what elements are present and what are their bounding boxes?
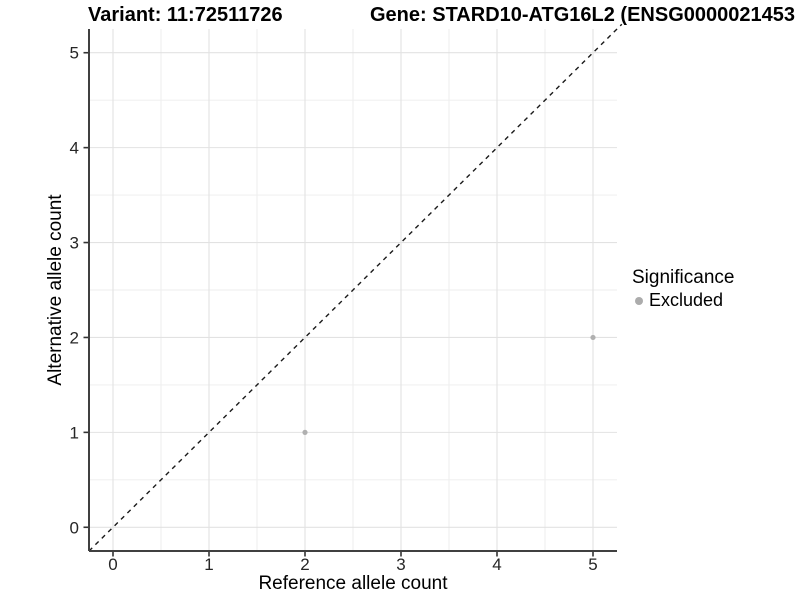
legend-item-excluded: Excluded (632, 290, 734, 311)
plot-title-gene: Gene: STARD10-ATG16L2 (ENSG0000021453 (370, 4, 795, 26)
legend-item-label: Excluded (649, 290, 724, 310)
x-tick-label: 1 (204, 555, 213, 574)
x-tick-label: 4 (492, 555, 501, 574)
x-tick-label: 5 (588, 555, 597, 574)
data-point (590, 334, 596, 341)
y-tick-label: 3 (70, 234, 79, 253)
identity-dashed-line (88, 23, 623, 552)
legend-key-dot-icon (635, 296, 643, 305)
x-tick-label: 3 (396, 555, 405, 574)
data-point (302, 429, 308, 435)
legend: Significance Excluded (632, 266, 734, 311)
y-tick-label: 5 (70, 44, 79, 63)
x-tick-label: 2 (300, 555, 309, 574)
y-axis-title: Alternative allele count (45, 194, 66, 386)
y-tick-label: 2 (70, 328, 79, 347)
x-axis-title: Reference allele count (258, 573, 448, 594)
y-tick-label: 0 (70, 518, 79, 537)
y-tick-label: 4 (70, 139, 79, 158)
x-tick-label: 0 (108, 555, 117, 574)
plot-title-variant: Variant: 11:72511726 (88, 4, 283, 26)
y-tick-label: 1 (70, 423, 79, 442)
legend-title: Significance (632, 267, 735, 288)
